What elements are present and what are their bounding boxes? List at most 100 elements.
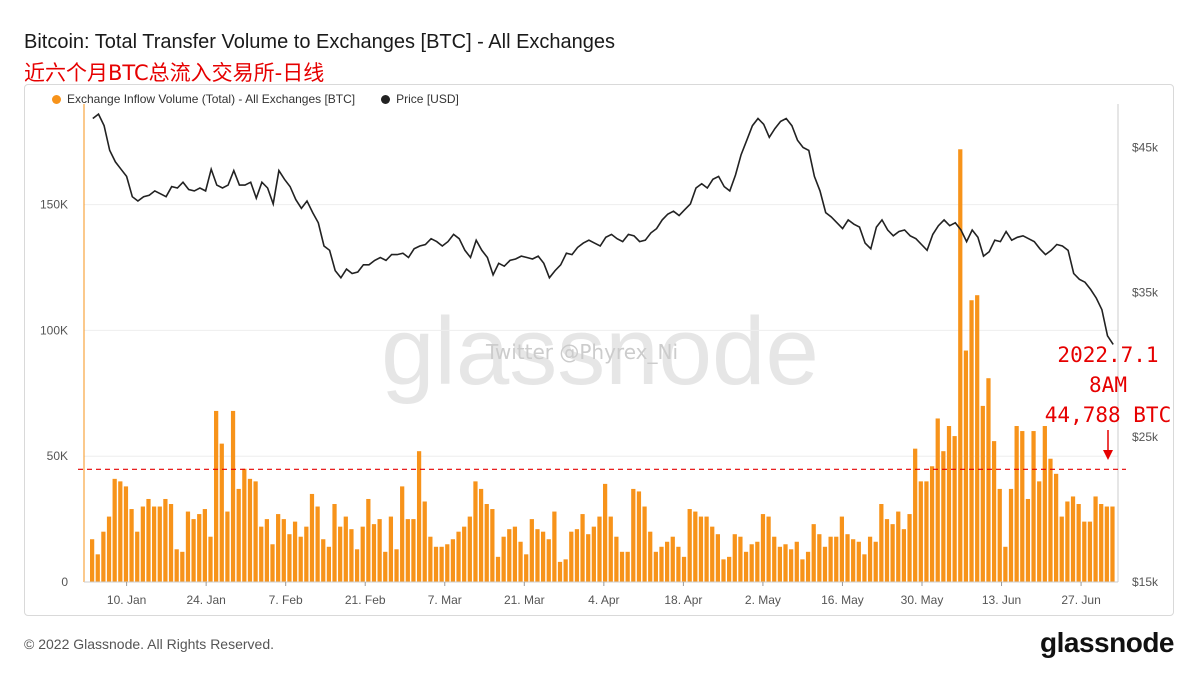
inflow-bar (1059, 516, 1064, 582)
inflow-bar (975, 295, 980, 582)
legend-label-inflow: Exchange Inflow Volume (Total) - All Exc… (67, 92, 356, 106)
inflow-bar (856, 541, 861, 582)
legend-label-price: Price [USD] (396, 92, 459, 106)
inflow-bar (642, 506, 647, 582)
x-tick-label: 2. May (745, 593, 781, 607)
price-line-group (92, 112, 1114, 345)
inflow-bar (648, 531, 653, 582)
inflow-bar (546, 539, 551, 582)
inflow-bar (952, 436, 957, 582)
inflow-bar (890, 524, 895, 582)
inflow-bar (450, 539, 456, 582)
glassnode-logo[interactable]: glassnode (1040, 627, 1174, 658)
inflow-bar (416, 451, 422, 582)
inflow-bar (738, 536, 743, 582)
inflow-bar (591, 526, 596, 582)
x-tick-label: 7. Feb (269, 593, 303, 607)
y-left-tick-label: 150K (40, 198, 68, 212)
inflow-bar (1020, 431, 1025, 582)
x-tick-label: 13. Jun (982, 593, 1021, 607)
y-left-tick-label: 50K (47, 449, 68, 463)
inflow-bar (400, 486, 405, 582)
x-tick-label: 21. Feb (345, 593, 386, 607)
inflow-bar (343, 516, 348, 582)
inflow-bar (1065, 501, 1070, 582)
inflow-bar (185, 511, 191, 582)
inflow-bar (276, 514, 281, 582)
y-left-tick-label: 0 (61, 575, 68, 589)
chart-subtitle: 近六个月BTC总流入交易所-日线 (24, 61, 325, 85)
inflow-bar (439, 546, 444, 582)
x-tick-label: 10. Jan (107, 593, 146, 607)
inflow-bar (743, 551, 749, 582)
inflow-bar (659, 546, 664, 582)
inflow-bar (140, 506, 145, 582)
inflow-bar (366, 498, 371, 582)
inflow-bar (208, 536, 213, 582)
inflow-bar (834, 536, 839, 582)
inflow-bar (676, 546, 681, 582)
inflow-bar (309, 493, 315, 582)
inflow-bar (90, 539, 95, 582)
inflow-bar (214, 410, 219, 582)
inflow-bar (264, 519, 269, 582)
inflow-bar (1087, 521, 1093, 582)
inflow-bar (242, 468, 247, 582)
inflow-bar (721, 559, 726, 582)
x-tick-label: 30. May (901, 593, 944, 607)
inflow-bar (253, 481, 258, 582)
x-tick-label: 27. Jun (1061, 593, 1100, 607)
inflow-bar (1031, 431, 1036, 582)
inflow-bar (495, 556, 501, 582)
inflow-bar (777, 546, 782, 582)
inflow-bar (197, 514, 202, 582)
inflow-bar (670, 536, 675, 582)
inflow-bar (168, 504, 174, 582)
inflow-bar (540, 531, 546, 582)
inflow-bar (907, 514, 912, 582)
inflow-bar (732, 534, 737, 582)
inflow-bar (473, 481, 478, 582)
inflow-bar (873, 541, 878, 582)
inflow-bar (259, 526, 264, 582)
inflow-bar (202, 509, 207, 582)
inflow-bar (484, 504, 489, 582)
inflow-bar (112, 478, 117, 582)
inflow-bar (247, 478, 253, 582)
inflow-bar (236, 488, 241, 582)
inflow-bar (783, 544, 788, 582)
inflow-bar (388, 516, 394, 582)
inflow-bar (1053, 473, 1059, 582)
inflow-bar (1093, 496, 1098, 582)
inflow-bar (445, 544, 450, 582)
inflow-bar (411, 519, 416, 582)
y-right-tick-label: $25k (1132, 430, 1159, 444)
inflow-bar (901, 529, 907, 582)
inflow-bar (456, 531, 461, 582)
x-tick-label: 16. May (821, 593, 864, 607)
inflow-bar (681, 556, 687, 582)
legend-swatch-inflow (52, 94, 61, 104)
inflow-bar (710, 526, 715, 582)
inflow-bar (1070, 496, 1076, 582)
inflow-bar (563, 559, 568, 582)
inflow-bar (991, 441, 997, 582)
inflow-bar (281, 519, 286, 582)
inflow-bar (665, 541, 670, 582)
inflow-bar (828, 536, 833, 582)
inflow-bar (1076, 504, 1081, 582)
legend-item-price[interactable]: Price [USD] (381, 92, 459, 106)
inflow-bar (755, 541, 760, 582)
inflow-bar (969, 300, 974, 582)
inflow-bar (997, 488, 1002, 582)
inflow-bar (986, 378, 991, 582)
inflow-bar (180, 551, 185, 582)
inflow-bar (715, 534, 720, 582)
legend-item-inflow[interactable]: Exchange Inflow Volume (Total) - All Exc… (52, 92, 355, 106)
inflow-bar (1014, 426, 1019, 582)
inflow-bar (405, 519, 410, 582)
inflow-bar (501, 536, 506, 582)
inflow-bar (867, 536, 873, 582)
x-tick-label: 7. Mar (428, 593, 462, 607)
